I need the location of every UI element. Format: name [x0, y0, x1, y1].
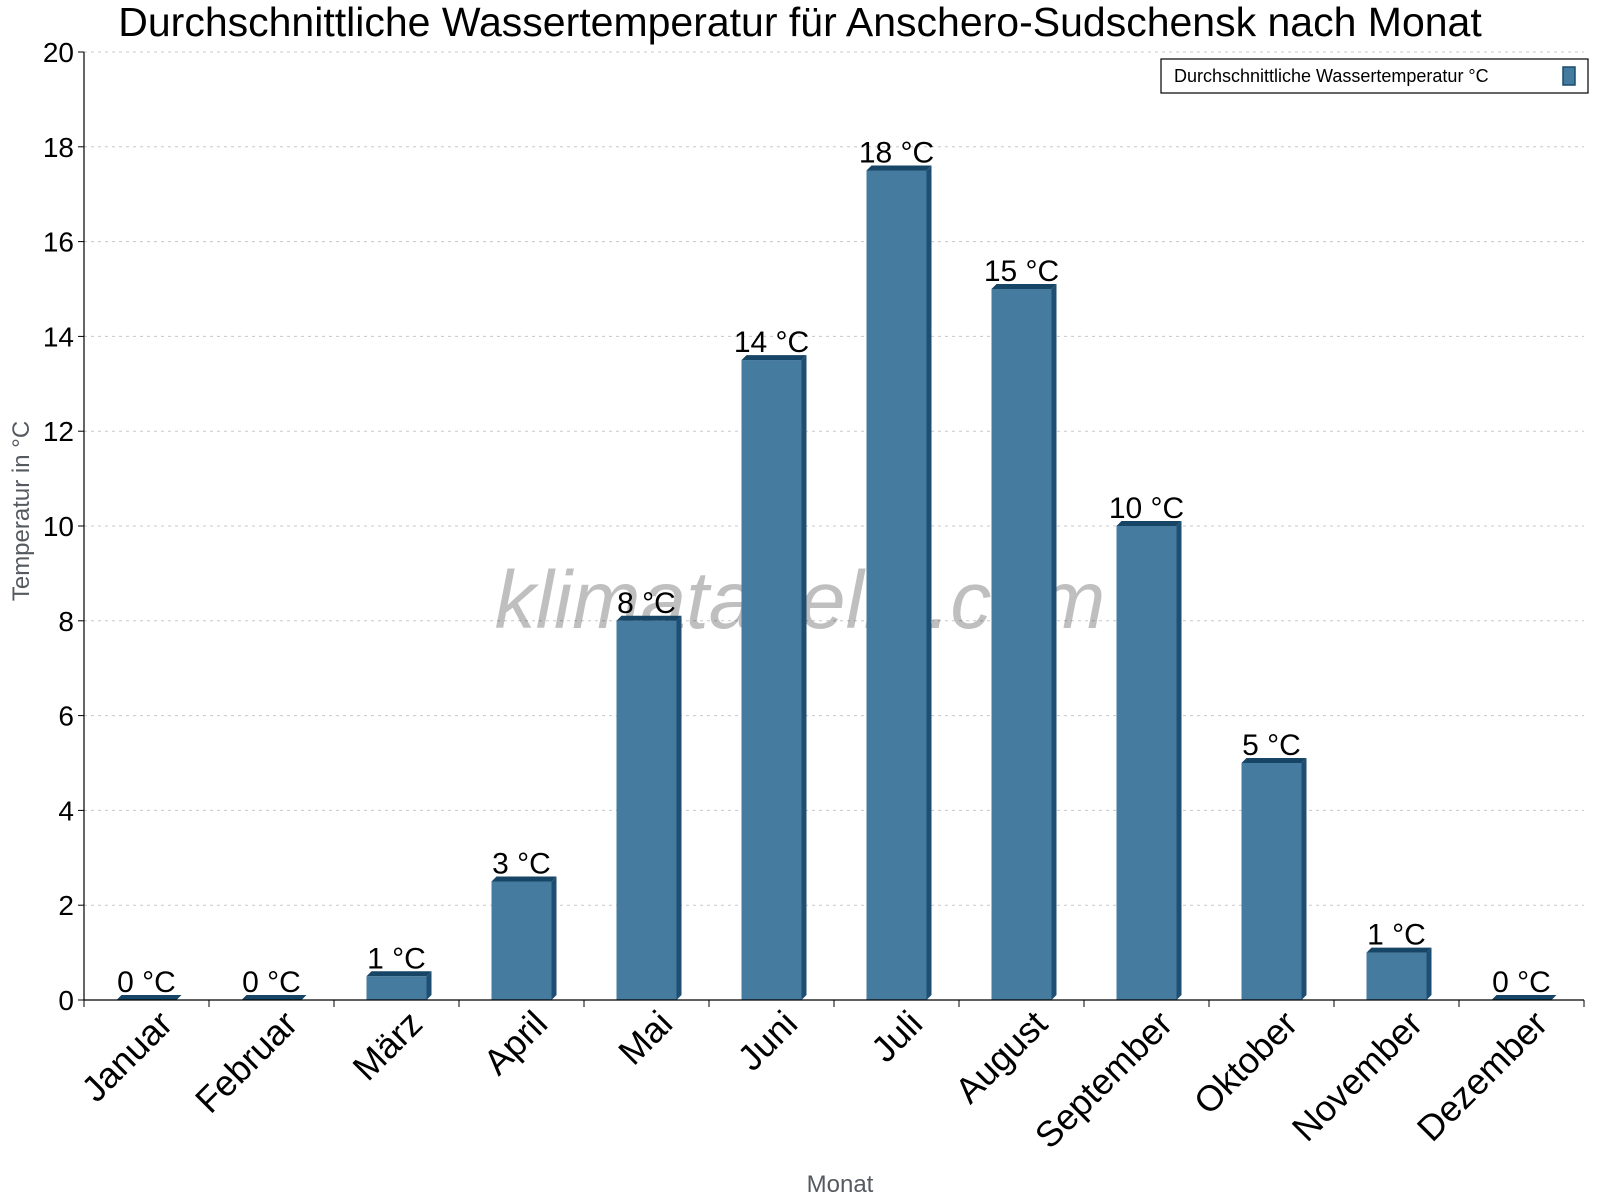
chart-title: Durchschnittliche Wassertemperatur für A…: [118, 0, 1482, 45]
bar-side: [676, 615, 682, 1000]
x-tick-label: Januar: [73, 1003, 180, 1110]
x-axis-ticks: Januar Februar März April Mai Juni Juli AugustS…: [73, 1000, 1585, 1157]
bar-top: [741, 355, 807, 361]
bar: [491, 881, 552, 1000]
legend-box: [1160, 58, 1589, 94]
data-label: 18 °C: [859, 137, 934, 170]
y-tick-label: 4: [58, 795, 74, 826]
bar: [1116, 526, 1177, 1000]
x-tick-label: Dezember: [1409, 1003, 1555, 1149]
data-label: 3 °C: [492, 848, 551, 881]
data-label: 8 °C: [617, 587, 676, 620]
y-axis-ticks: 0 2 4 6 8 10 12 14 16 18 20: [43, 37, 84, 1016]
bar-top: [116, 995, 182, 1000]
y-axis-title: Temperatur in °C: [8, 421, 35, 601]
data-label: 1 °C: [1367, 919, 1426, 952]
legend: Durchschnittliche Wassertemperatur °C: [1160, 58, 1589, 94]
x-tick-label: Juli: [863, 1003, 930, 1070]
y-tick-label: 20: [43, 37, 74, 68]
x-tick-label: Oktober: [1186, 1003, 1306, 1123]
x-tick-label: September: [1027, 1003, 1181, 1157]
bar-side: [1176, 521, 1182, 1000]
legend-swatch: [1562, 66, 1576, 86]
bar-side: [551, 876, 557, 1000]
bar-side: [1301, 758, 1307, 1000]
bar: [741, 360, 802, 1001]
x-tick-label: März: [345, 1003, 431, 1089]
bar-top: [1366, 947, 1432, 953]
x-axis-title: Monat: [807, 1171, 874, 1198]
bar: [616, 620, 677, 1000]
bar: [366, 976, 427, 1000]
data-label: 1 °C: [367, 942, 426, 975]
y-tick-label: 18: [43, 132, 74, 163]
data-label: 0 °C: [242, 966, 301, 999]
bar-series: [116, 165, 1557, 1001]
data-label: 15 °C: [984, 255, 1059, 288]
bar-top: [866, 165, 932, 171]
bar: [1366, 952, 1427, 1000]
bar-side: [801, 355, 807, 1001]
data-label: 0 °C: [1492, 966, 1551, 999]
bar-top: [1241, 758, 1307, 763]
y-tick-label: 16: [43, 227, 74, 258]
grid-lines: [84, 51, 1584, 906]
y-tick-label: 8: [58, 606, 74, 637]
y-tick-label: 14: [43, 321, 74, 352]
bar-top: [1116, 521, 1182, 526]
y-tick-label: 0: [58, 985, 74, 1016]
bar-top: [1491, 995, 1557, 1000]
bar-top: [366, 971, 432, 977]
x-tick-label: Mai: [610, 1003, 680, 1073]
x-tick-label: November: [1284, 1003, 1430, 1149]
data-labels: 0 °C 0 °C 1 °C 3 °C 8 °C 14 °C 18 °C 15 °C 10 °C…: [117, 137, 1551, 1000]
x-tick-label: Juni: [729, 1003, 805, 1079]
data-label: 10 °C: [1109, 492, 1184, 525]
bar: [1241, 763, 1302, 1000]
y-tick-label: 12: [43, 416, 74, 447]
y-tick-label: 6: [58, 701, 74, 732]
x-tick-label: August: [947, 1003, 1055, 1111]
x-tick-label: April: [475, 1003, 555, 1083]
bar-side: [426, 971, 432, 1000]
bar-side: [1426, 947, 1432, 1000]
bar-top: [491, 876, 557, 882]
bar-side: [1051, 284, 1057, 1000]
data-label: 5 °C: [1242, 729, 1301, 762]
legend-label: Durchschnittliche Wassertemperatur °C: [1174, 66, 1489, 86]
bar-top: [241, 995, 307, 1000]
bar-top: [991, 284, 1057, 289]
bar-side: [926, 165, 932, 1000]
bar: [866, 170, 927, 1000]
data-label: 0 °C: [117, 966, 176, 999]
bar: [991, 289, 1052, 1000]
data-label: 14 °C: [734, 326, 809, 359]
bar-top: [616, 615, 682, 621]
y-tick-label: 10: [43, 511, 74, 542]
y-tick-label: 2: [58, 890, 74, 921]
x-tick-label: Februar: [187, 1003, 305, 1121]
